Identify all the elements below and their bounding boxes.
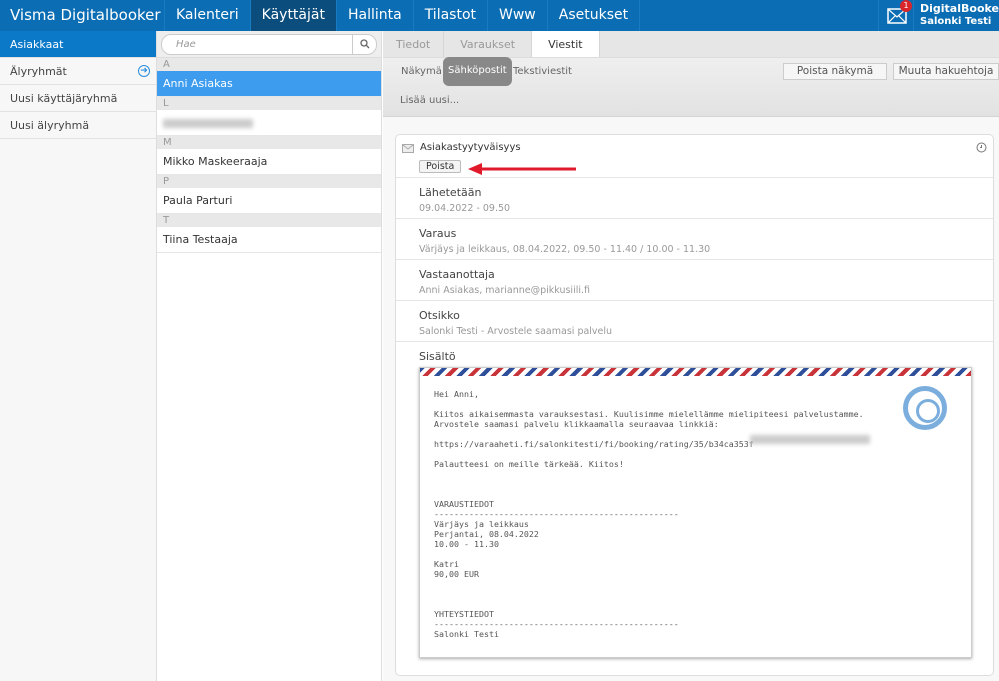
tabs: Tiedot Varaukset Viestit [383, 31, 999, 58]
nav-asetukset[interactable]: Asetukset [548, 0, 641, 31]
field-label: Lähetetään [419, 186, 482, 199]
user-name: DigitalBooker [920, 2, 999, 15]
search-bar: Hae [157, 31, 381, 58]
tab-varaukset[interactable]: Varaukset [444, 31, 533, 57]
nav-kayttajat[interactable]: Käyttäjät [250, 0, 337, 31]
field-value: Värjäys ja leikkaus, 08.04.2022, 09.50 -… [419, 244, 711, 255]
field-label: Vastaanottaja [419, 268, 495, 281]
search-button[interactable] [352, 35, 376, 54]
field-label: Varaus [419, 227, 457, 240]
brand-logo[interactable]: Visma Digitalbooker [0, 0, 165, 31]
message-title: Asiakastyytyväisyys [420, 142, 521, 153]
field-otsikko: Otsikko Salonki Testi - Arvostele saamasi… [396, 301, 993, 342]
clock-icon[interactable] [976, 142, 987, 153]
search-placeholder: Hae [176, 39, 196, 50]
letter-header: A [157, 58, 381, 71]
subtab-nakyma[interactable]: Näkymä [401, 66, 442, 77]
add-new-link[interactable]: Lisää uusi... [400, 95, 460, 106]
blurred-name [163, 118, 253, 128]
change-filters-button[interactable]: Muuta hakuehtoja [893, 63, 999, 80]
arrow-right-circle-icon[interactable]: ➜ [138, 65, 150, 77]
customer-list: Hae A Anni Asiakas L M Mikko Maskeeraaja… [157, 31, 382, 681]
field-value: Salonki Testi - Arvostele saamasi palvel… [419, 326, 613, 337]
email-preview: Hei Anni, Kiitos aikaisemmasta varaukses… [419, 367, 972, 658]
field-label: Sisältö [419, 350, 456, 363]
field-sisalto: Sisältö [396, 342, 993, 383]
subtab-bar: Näkymä Sähköpostit Tekstiviestit Lisää u… [383, 57, 999, 117]
nav-hallinta[interactable]: Hallinta [337, 0, 414, 31]
postmark-stamp-icon [903, 386, 947, 430]
delete-button[interactable]: Poista [419, 160, 462, 173]
list-item[interactable]: Mikko Maskeeraaja [157, 149, 381, 175]
envelope-icon [402, 144, 414, 153]
search-icon [359, 39, 369, 49]
red-arrow-annotation [468, 163, 576, 175]
sidebar-item-label: Älyryhmät [10, 65, 67, 78]
nav-tilastot[interactable]: Tilastot [414, 0, 489, 31]
nav-kalenteri[interactable]: Kalenteri [165, 0, 251, 31]
user-menu[interactable]: DigitalBooker Salonki Testi [920, 2, 999, 28]
list-item[interactable]: Tiina Testaaja [157, 227, 381, 253]
airmail-stripe [420, 368, 971, 376]
sidebar-item-uusi-alyryhma[interactable]: Uusi älyryhmä [0, 112, 156, 139]
delete-view-button[interactable]: Poista näkymä [783, 63, 887, 80]
subtab-sahkopostit[interactable]: Sähköpostit [443, 57, 512, 86]
top-bar: Visma Digitalbooker Kalenteri Käyttäjät … [0, 0, 999, 31]
field-lahetetaan: Lähetetään 09.04.2022 - 09.50 [396, 178, 993, 219]
letter-header: P [157, 175, 381, 188]
tab-viestit[interactable]: Viestit [532, 31, 600, 57]
list-item[interactable]: Anni Asiakas [157, 71, 381, 97]
main-panel: Tiedot Varaukset Viestit Näkymä Sähköpos… [383, 31, 999, 681]
tab-tiedot[interactable]: Tiedot [383, 31, 445, 57]
list-item[interactable]: Paula Parturi [157, 188, 381, 214]
messages-button[interactable]: 1 [878, 0, 914, 31]
user-org: Salonki Testi [920, 16, 992, 27]
field-varaus: Varaus Värjäys ja leikkaus, 08.04.2022, 0… [396, 219, 993, 260]
subtab-tekstiviestit[interactable]: Tekstiviestit [513, 66, 572, 77]
notification-badge: 1 [900, 0, 912, 12]
letter-header: L [157, 97, 381, 110]
sidebar-item-uusi-kayttajaryhma[interactable]: Uusi käyttäjäryhmä [0, 85, 156, 112]
list-item-blurred[interactable] [157, 110, 381, 136]
field-value: Anni Asiakas, marianne@pikkusiili.fi [419, 285, 590, 296]
sidebar-item-asiakkaat[interactable]: Asiakkaat [0, 31, 156, 58]
message-header: Asiakastyytyväisyys Poista [396, 135, 993, 178]
letter-header: M [157, 136, 381, 149]
sidebar: Asiakkaat Älyryhmät ➜ Uusi käyttäjäryhmä … [0, 31, 157, 681]
sidebar-item-alyryhmat[interactable]: Älyryhmät ➜ [0, 58, 156, 85]
nav-www[interactable]: Www [488, 0, 548, 31]
field-label: Otsikko [419, 309, 460, 322]
field-value: 09.04.2022 - 09.50 [419, 203, 511, 214]
letter-header: T [157, 214, 381, 227]
blurred-url-tail [750, 435, 870, 444]
field-vastaanottaja: Vastaanottaja Anni Asiakas, marianne@pikk… [396, 260, 993, 301]
email-body: Hei Anni, Kiitos aikaisemmasta varaukses… [434, 389, 864, 639]
search-input[interactable]: Hae [161, 34, 377, 55]
message-card: Asiakastyytyväisyys Poista Lähetetään 09.… [395, 134, 994, 676]
